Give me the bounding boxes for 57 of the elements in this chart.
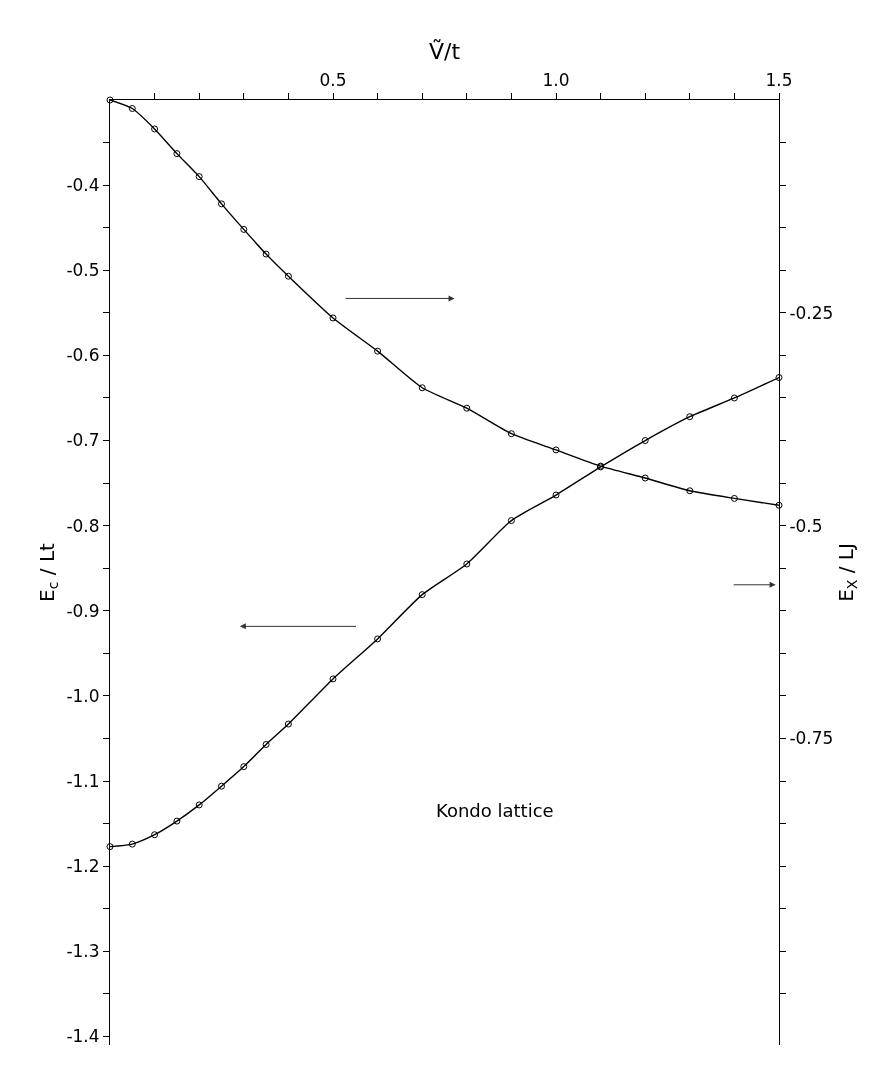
point [730,394,738,402]
y2-tick-label: -0.5 [789,515,823,536]
point [284,720,292,728]
x-tick-label: 1.0 [542,70,570,91]
y-tick-label: -0.7 [66,430,100,451]
x-tick-label: 1.5 [765,70,793,91]
point [686,487,694,495]
y-tick-label: -0.4 [66,175,100,196]
point [507,430,515,438]
y-tick-label: -0.9 [66,600,100,621]
point [173,150,181,158]
y-tick-label: -1.3 [66,941,100,962]
point [552,491,560,499]
point [329,314,337,322]
y-tick-label: -1.2 [66,856,100,877]
point [151,125,159,133]
point [463,404,471,412]
point [463,560,471,568]
y-tick-label: -0.5 [66,260,100,281]
point [775,501,783,509]
point [128,840,136,848]
point [730,494,738,502]
y-tick-label: -1.1 [66,771,100,792]
point [418,591,426,599]
point [374,347,382,355]
point [106,96,114,104]
y-tick-label: -0.6 [66,345,100,366]
point [329,675,337,683]
y-tick-label: -1.0 [66,685,100,706]
point [418,384,426,392]
point [195,173,203,181]
x-axis-title: Ṽ/t [428,38,461,64]
point [641,437,649,445]
point [262,740,270,748]
point [374,635,382,643]
x-tick-label: 0.5 [319,70,347,91]
point [240,225,248,233]
point [262,250,270,258]
point [151,831,159,839]
point [128,105,136,113]
annotation: Kondo lattice [436,800,554,821]
y2-tick-label: -0.25 [789,302,834,323]
point [284,272,292,280]
point [173,817,181,825]
point [240,763,248,771]
y2-tick-label: -0.75 [789,728,834,749]
point [507,517,515,525]
y-tick-label: -0.8 [66,515,100,536]
point [552,446,560,454]
point [218,782,225,790]
point [641,474,649,482]
point [106,843,114,851]
point [195,801,203,809]
point [218,200,225,208]
point [686,413,694,421]
y-tick-label: -1.4 [66,1026,100,1047]
point [775,374,783,382]
